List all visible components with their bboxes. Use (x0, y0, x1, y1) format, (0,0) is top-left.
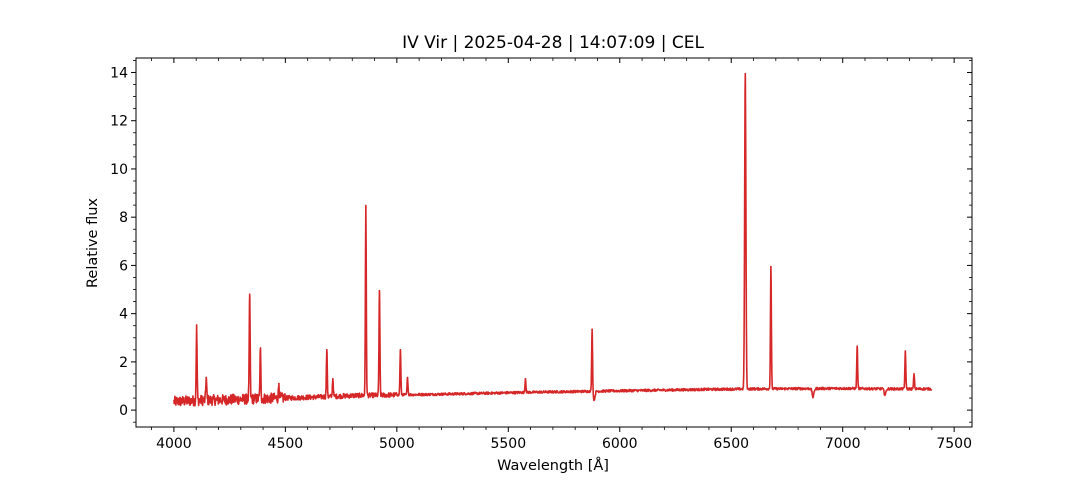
emission-line-peak (365, 206, 367, 209)
plot-frame (135, 57, 973, 428)
y-tick-label: 4 (119, 307, 128, 323)
emission-line-peak (259, 349, 262, 351)
emission-line-peak (524, 377, 527, 380)
emission-line-peak (248, 293, 251, 296)
x-tick-label: 7500 (936, 436, 972, 452)
emission-line-peak (278, 382, 280, 385)
emission-line-peak (378, 289, 381, 292)
emission-line-peak (399, 349, 402, 351)
y-tick-label: 14 (110, 65, 128, 81)
emission-line-peak (195, 327, 198, 329)
spectrum-line (173, 72, 933, 407)
spectrum-series (173, 72, 933, 407)
x-tick-label: 6500 (713, 436, 749, 452)
y-tick-label: 10 (110, 162, 128, 178)
x-axis-label: Wavelength [Å] (497, 457, 609, 474)
emission-line-peak (205, 376, 208, 379)
emission-line-peak (913, 373, 915, 375)
emission-line-peak (326, 349, 328, 351)
emission-line-peak (744, 72, 747, 75)
y-tick-label: 8 (119, 210, 128, 226)
x-tick-label: 4500 (268, 436, 304, 452)
chart-title: IV Vir | 2025-04-28 | 14:07:09 | CEL (402, 33, 704, 53)
x-tick-label: 5500 (490, 436, 526, 452)
y-tick-label: 12 (110, 114, 128, 130)
x-tick-label: 6000 (602, 436, 638, 452)
x-axis-ticks: 4000 4500 5000 5500 6000 6500 7000 7500 (151, 58, 972, 452)
y-tick-label: 0 (119, 403, 128, 419)
emission-line-peak (770, 265, 772, 268)
x-tick-label: 7000 (825, 436, 861, 452)
emission-line-peak (332, 377, 334, 380)
emission-line-peak (406, 376, 409, 379)
y-tick-label: 2 (119, 355, 128, 371)
y-axis-ticks: 0 2 4 6 8 10 12 14 (110, 60, 972, 423)
emission-line-peak (856, 345, 858, 348)
y-axis-label: Relative flux (85, 198, 101, 288)
emission-line-peak (904, 350, 907, 352)
y-tick-label: 6 (119, 258, 128, 274)
x-tick-label: 5000 (379, 436, 415, 452)
x-tick-label: 4000 (156, 436, 192, 452)
emission-line-peak (591, 328, 593, 331)
